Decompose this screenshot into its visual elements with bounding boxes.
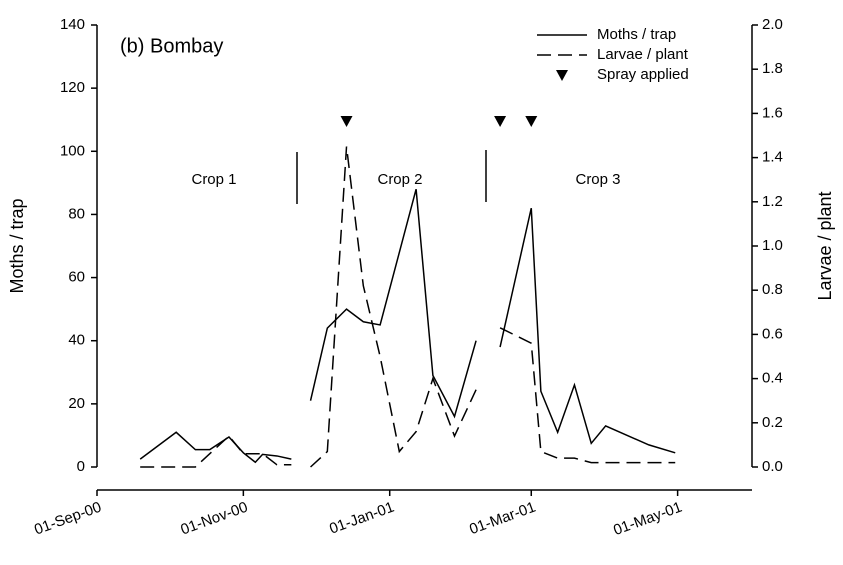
y2-tick-label: 0.0	[762, 458, 783, 475]
crop-label: Crop 2	[377, 171, 422, 188]
y2-tick-label: 0.8	[762, 281, 783, 298]
spray-marker	[494, 116, 507, 127]
y-tick-label: 80	[68, 205, 85, 222]
y-tick-label: 60	[68, 269, 85, 286]
y-axis-title: Moths / trap	[7, 198, 27, 293]
x-tick-label: 01-May-01	[611, 499, 684, 539]
panel-label: (b) Bombay	[120, 35, 223, 57]
y2-tick-label: 0.4	[762, 370, 783, 387]
y2-tick-label: 0.2	[762, 414, 783, 431]
legend-label: Moths / trap	[597, 26, 676, 43]
series-line	[140, 434, 292, 468]
series-line	[310, 146, 477, 468]
legend-label: Spray applied	[597, 66, 689, 83]
y2-tick-label: 2.0	[762, 16, 783, 33]
legend-swatch	[556, 70, 568, 81]
x-tick-label: 01-Sep-00	[32, 499, 104, 539]
y2-tick-label: 1.0	[762, 237, 783, 254]
spray-marker	[525, 116, 538, 127]
y-tick-label: 20	[68, 395, 85, 412]
y-tick-label: 40	[68, 332, 85, 349]
spray-marker	[340, 116, 353, 127]
y-tick-label: 140	[60, 16, 85, 33]
x-tick-label: 01-Nov-00	[178, 499, 250, 539]
series-line	[309, 188, 477, 419]
y2-axis-title: Larvae / plant	[815, 191, 835, 300]
y2-tick-label: 1.2	[762, 193, 783, 210]
series-line	[499, 207, 676, 454]
crop-label: Crop 1	[191, 171, 236, 188]
series-line	[499, 327, 676, 464]
y2-tick-label: 1.8	[762, 60, 783, 77]
y2-tick-label: 1.4	[762, 149, 783, 166]
x-tick-label: 01-Mar-01	[467, 499, 538, 539]
x-tick-label: 01-Jan-01	[327, 499, 396, 538]
y2-tick-label: 0.6	[762, 325, 783, 342]
crop-label: Crop 3	[575, 171, 620, 188]
y-tick-label: 100	[60, 142, 85, 159]
legend-label: Larvae / plant	[597, 46, 689, 63]
y2-tick-label: 1.6	[762, 104, 783, 121]
y-tick-label: 120	[60, 79, 85, 96]
y-tick-label: 0	[77, 458, 85, 475]
